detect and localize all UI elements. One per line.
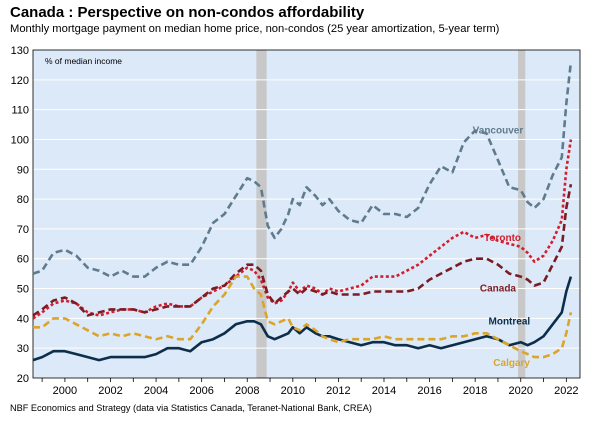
x-tick-label-2000: 2000 bbox=[53, 385, 77, 397]
series-line-canada bbox=[32, 183, 573, 317]
y-tick-label-20: 20 bbox=[17, 373, 29, 385]
series-label-calgary: Calgary bbox=[493, 358, 530, 369]
y-tick-label-60: 60 bbox=[17, 254, 29, 266]
y-tick-label-120: 120 bbox=[11, 75, 29, 87]
y-axis-unit-label: % of median income bbox=[45, 56, 122, 66]
y-tick-label-130: 130 bbox=[11, 45, 29, 57]
x-tick-label-2018: 2018 bbox=[463, 385, 487, 397]
x-tick-label-2012: 2012 bbox=[326, 385, 350, 397]
x-tick-label-2020: 2020 bbox=[508, 385, 532, 397]
x-tick-label-2004: 2004 bbox=[144, 385, 168, 397]
recession-band-1 bbox=[256, 50, 267, 378]
series-label-canada: Canada bbox=[480, 284, 517, 295]
y-tick-label-40: 40 bbox=[17, 313, 29, 325]
recession-band-2 bbox=[518, 50, 526, 378]
x-tick-label-2002: 2002 bbox=[98, 385, 122, 397]
x-tick-label-2008: 2008 bbox=[235, 385, 259, 397]
chart-source: NBF Economics and Strategy (data via Sta… bbox=[10, 403, 372, 413]
y-tick-label-30: 30 bbox=[17, 343, 29, 355]
chart-subtitle: Monthly mortgage payment on median home … bbox=[10, 23, 500, 35]
y-tick-label-110: 110 bbox=[11, 105, 29, 117]
x-tick-label-2022: 2022 bbox=[554, 385, 578, 397]
y-tick-label-90: 90 bbox=[17, 164, 29, 176]
y-tick-label-100: 100 bbox=[11, 134, 29, 146]
series-line-vancouver bbox=[32, 61, 573, 278]
x-tick-label-2006: 2006 bbox=[189, 385, 213, 397]
series-label-toronto: Toronto bbox=[484, 233, 521, 244]
series-label-vancouver: Vancouver bbox=[473, 125, 524, 136]
series-label-montreal: Montreal bbox=[489, 316, 531, 327]
plot-frame bbox=[32, 49, 581, 379]
x-tick-label-2010: 2010 bbox=[281, 385, 305, 397]
series-line-calgary bbox=[33, 275, 573, 359]
y-tick-label-50: 50 bbox=[17, 284, 29, 296]
x-tick-label-2014: 2014 bbox=[372, 385, 396, 397]
chart-title: Canada : Perspective on non-condos affor… bbox=[10, 4, 365, 21]
x-tick-label-2016: 2016 bbox=[417, 385, 441, 397]
y-tick-label-80: 80 bbox=[17, 194, 29, 206]
y-tick-label-70: 70 bbox=[17, 224, 29, 236]
